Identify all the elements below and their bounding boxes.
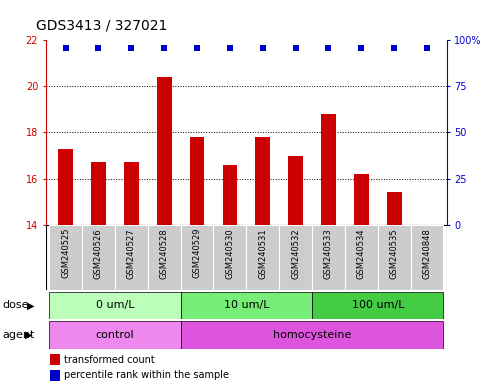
FancyBboxPatch shape [279, 225, 312, 290]
Text: ▶: ▶ [27, 300, 34, 310]
Bar [387, 192, 401, 225]
Bar [50, 370, 60, 381]
Bar [223, 165, 237, 225]
Text: homocysteine: homocysteine [273, 330, 351, 340]
Text: GSM240531: GSM240531 [258, 228, 267, 278]
FancyBboxPatch shape [82, 225, 115, 290]
FancyBboxPatch shape [115, 225, 148, 290]
Bar [181, 321, 443, 349]
Text: GDS3413 / 327021: GDS3413 / 327021 [36, 19, 168, 33]
Bar [58, 149, 73, 225]
Text: GSM240535: GSM240535 [390, 228, 398, 278]
Point [95, 45, 102, 51]
Bar [124, 162, 139, 225]
Point [423, 45, 431, 51]
Point [128, 45, 135, 51]
Point [325, 45, 332, 51]
Text: GSM240532: GSM240532 [291, 228, 300, 278]
Point [357, 45, 365, 51]
Text: GSM240529: GSM240529 [193, 228, 201, 278]
FancyBboxPatch shape [148, 225, 181, 290]
Point [62, 45, 70, 51]
FancyBboxPatch shape [181, 225, 213, 290]
Bar [354, 174, 369, 225]
Text: GSM240533: GSM240533 [324, 228, 333, 279]
FancyBboxPatch shape [312, 225, 345, 290]
Text: GSM240530: GSM240530 [226, 228, 234, 278]
Point [390, 45, 398, 51]
Bar [49, 292, 181, 319]
Text: percentile rank within the sample: percentile rank within the sample [64, 370, 229, 380]
Point [259, 45, 267, 51]
Point [292, 45, 299, 51]
Text: GSM240848: GSM240848 [423, 228, 431, 279]
FancyBboxPatch shape [345, 225, 378, 290]
Bar [288, 156, 303, 225]
FancyBboxPatch shape [246, 225, 279, 290]
Text: 10 um/L: 10 um/L [224, 300, 269, 310]
Bar [50, 354, 60, 365]
Bar [312, 292, 443, 319]
Point [193, 45, 201, 51]
FancyBboxPatch shape [378, 225, 411, 290]
Text: GSM240534: GSM240534 [357, 228, 366, 278]
Point [226, 45, 234, 51]
Text: ▶: ▶ [25, 330, 33, 340]
Text: dose: dose [2, 300, 29, 310]
Text: GSM240528: GSM240528 [160, 228, 169, 278]
Bar [420, 225, 434, 227]
Text: GSM240527: GSM240527 [127, 228, 136, 278]
Bar [157, 77, 171, 225]
Bar [181, 292, 312, 319]
Text: agent: agent [2, 330, 35, 340]
Point [160, 45, 168, 51]
Text: GSM240526: GSM240526 [94, 228, 103, 278]
Text: 100 um/L: 100 um/L [352, 300, 404, 310]
FancyBboxPatch shape [49, 225, 82, 290]
Bar [91, 162, 106, 225]
Text: control: control [96, 330, 134, 340]
Text: GSM240525: GSM240525 [61, 228, 70, 278]
Text: transformed count: transformed count [64, 355, 155, 365]
FancyBboxPatch shape [411, 225, 443, 290]
FancyBboxPatch shape [213, 225, 246, 290]
Bar [321, 114, 336, 225]
Text: 0 um/L: 0 um/L [96, 300, 134, 310]
Bar [256, 137, 270, 225]
Bar [49, 321, 181, 349]
Bar [190, 137, 204, 225]
